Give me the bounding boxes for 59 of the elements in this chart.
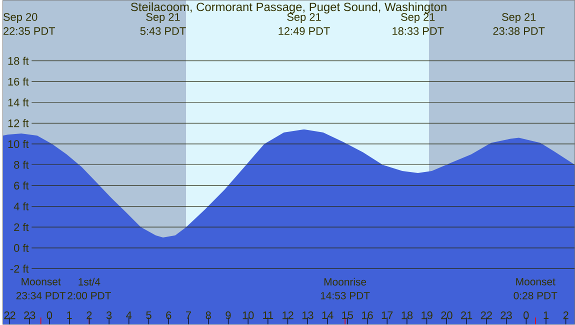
y-tick-label: 10 ft <box>8 140 29 148</box>
x-tick-label: 12 <box>282 312 294 320</box>
annotation: 12:49 PDT <box>278 27 330 36</box>
x-tick-label: 22 <box>4 312 16 320</box>
annotation: 18:33 PDT <box>392 27 444 36</box>
annotation: 1st/4 <box>78 278 100 286</box>
y-tick-label: 18 ft <box>8 56 29 65</box>
x-tick-label: 15 <box>342 312 354 320</box>
x-tick-label: 20 <box>441 312 452 320</box>
annotation: Sep 21 <box>146 13 180 24</box>
x-tick-label: 9 <box>226 312 231 320</box>
x-tick-label: 2 <box>563 312 568 320</box>
x-tick-label: 23 <box>500 312 512 320</box>
annotation: 23:38 PDT <box>493 27 545 36</box>
y-tick-label: 0 ft <box>14 244 29 252</box>
x-tick-label: 21 <box>461 312 472 320</box>
y-tick-label: 16 ft <box>8 78 29 86</box>
annotation: Sep 21 <box>401 13 435 24</box>
x-tick-label: 22 <box>480 312 492 320</box>
annotation: Moonset <box>22 278 61 286</box>
y-tick-label: 2 ft <box>14 223 29 232</box>
x-tick-label: 14 <box>322 312 334 320</box>
x-tick-label: 0 <box>46 312 52 320</box>
annotation: Sep 21 <box>287 13 321 24</box>
x-tick-label: 10 <box>242 312 254 320</box>
annotation: 5:43 PDT <box>140 27 186 36</box>
x-tick-label: 19 <box>422 312 432 320</box>
x-tick-label: 8 <box>206 312 211 320</box>
annotation: Moonrise <box>324 278 366 286</box>
annotation: Sep 21 <box>502 13 536 24</box>
x-tick-label: 23 <box>24 312 36 320</box>
x-tick-label: 5 <box>146 312 152 320</box>
x-tick-label: 16 <box>362 312 373 320</box>
x-tick-label: 7 <box>186 312 191 320</box>
x-tick-label: 2 <box>86 312 92 320</box>
x-tick-label: 18 <box>402 312 413 320</box>
annotation: 14:53 PDT <box>320 292 370 300</box>
annotation: 0:28 PDT <box>514 292 558 300</box>
chart-title: Steilacoom, Cormorant Passage, Puget Sound, Washington <box>130 2 446 14</box>
x-tick-label: 6 <box>166 312 172 320</box>
y-tick-label: 12 ft <box>8 119 29 128</box>
x-tick-label: 0 <box>524 312 529 320</box>
y-tick-label: 6 ft <box>14 182 29 190</box>
x-tick-label: 4 <box>126 312 132 320</box>
x-tick-label: 11 <box>263 312 274 320</box>
x-tick-label: 13 <box>302 312 314 320</box>
annotation: 23:34 PDT <box>16 292 66 300</box>
x-tick-label: 3 <box>106 312 112 320</box>
y-tick-label: 8 ft <box>14 160 29 169</box>
x-tick-label: 1 <box>544 312 549 320</box>
annotation: Moonset <box>516 278 556 286</box>
y-tick-label: 14 ft <box>8 98 29 106</box>
annotation: Sep 20 <box>3 13 38 24</box>
x-tick-label: 17 <box>382 312 393 320</box>
annotation: 22:35 PDT <box>4 27 56 36</box>
annotation: 2:00 PDT <box>68 292 111 300</box>
x-tick-label: 1 <box>67 312 72 320</box>
y-tick-label: -2 ft <box>10 264 29 273</box>
y-tick-label: 4 ft <box>14 202 29 210</box>
